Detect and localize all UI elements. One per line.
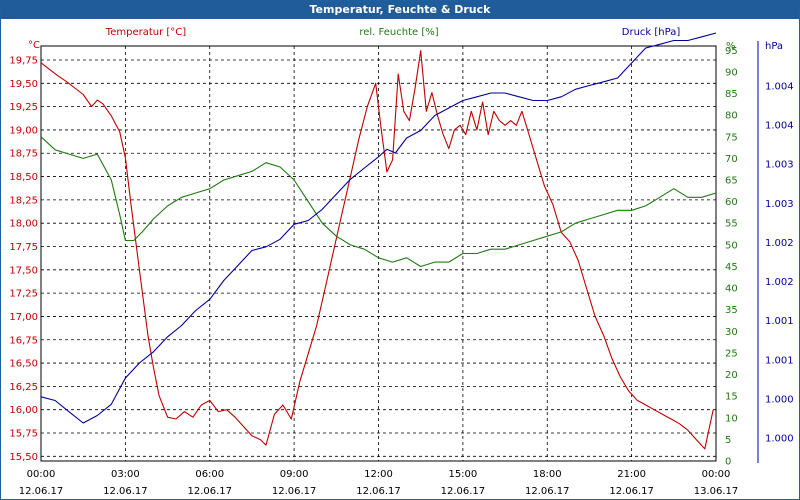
humidity-tick: 45 [725, 262, 738, 273]
humidity-tick: 5 [725, 435, 731, 446]
x-tick-date: 12.06.17 [187, 486, 232, 497]
pressure-tick: 1.001 [765, 355, 794, 366]
humidity-tick: 15 [725, 392, 738, 403]
x-tick-time: 12:00 [364, 469, 393, 480]
pressure-series-line [40, 32, 717, 424]
humidity-tick: 50 [725, 240, 738, 251]
plot-area [40, 45, 717, 462]
humidity-tick: 80 [725, 111, 738, 122]
humidity-tick: 60 [725, 197, 738, 208]
temperature-tick: 17,75 [9, 242, 38, 253]
x-tick-date: 13.06.17 [694, 486, 739, 497]
humidity-tick: 10 [725, 413, 738, 424]
x-tick-date: 12.06.17 [356, 486, 401, 497]
x-tick-time: 00:00 [702, 469, 731, 480]
x-tick-date: 12.06.17 [525, 486, 570, 497]
temperature-tick: 17,00 [9, 312, 38, 323]
temperature-tick: 18,25 [9, 195, 38, 206]
x-tick-date: 12.06.17 [103, 486, 148, 497]
pressure-tick: 1.003 [765, 160, 794, 171]
humidity-tick: 55 [725, 219, 738, 230]
x-tick-time: 21:00 [617, 469, 646, 480]
humidity-series-line [40, 136, 717, 268]
humidity-tick: 30 [725, 327, 738, 338]
temperature-tick: 18,00 [9, 219, 38, 230]
temperature-series-line [40, 50, 714, 450]
temperature-tick: 16,50 [9, 359, 38, 370]
x-tick-time: 00:00 [27, 469, 56, 480]
humidity-tick: 35 [725, 305, 738, 316]
x-tick-time: 15:00 [448, 469, 477, 480]
pressure-tick: 1.000 [765, 434, 794, 445]
humidity-tick: 25 [725, 348, 738, 359]
pressure-tick: 1.003 [765, 199, 794, 210]
humidity-tick: 90 [725, 67, 738, 78]
temperature-tick: 17,25 [9, 289, 38, 300]
humidity-tick: 0 [725, 457, 731, 468]
temperature-unit: °C [28, 40, 40, 51]
x-tick-time: 18:00 [533, 469, 562, 480]
pressure-tick: 1.004 [765, 121, 794, 132]
temperature-tick: 17,50 [9, 265, 38, 276]
humidity-tick: 70 [725, 154, 738, 165]
pressure-unit: hPa [765, 41, 783, 52]
pressure-tick: 1.002 [765, 277, 794, 288]
x-tick-time: 09:00 [280, 469, 309, 480]
pressure-axis-label: Druck [hPa] [622, 27, 681, 38]
x-tick-time: 03:00 [111, 469, 140, 480]
x-tick-date: 12.06.17 [609, 486, 654, 497]
pressure-tick: 1.002 [765, 238, 794, 249]
temperature-axis-label: Temperatur [°C] [105, 27, 186, 38]
pressure-tick: 1.004 [765, 82, 794, 93]
humidity-tick: 75 [725, 132, 738, 143]
humidity-tick: 85 [725, 89, 738, 100]
tick-labels: 19,75 19,50 19,25 19,00 18,75 18,50 18,25 18,00… [9, 46, 793, 497]
temperature-tick: 16,00 [9, 405, 38, 416]
chart-title: Temperatur, Feuchte & Druck [1, 1, 799, 19]
x-tick-date: 12.06.17 [19, 486, 64, 497]
temperature-tick: 15,75 [9, 429, 38, 440]
temperature-tick: 19,00 [9, 125, 38, 136]
temperature-tick: 19,50 [9, 79, 38, 90]
temperature-tick: 19,25 [9, 102, 38, 113]
humidity-tick: 65 [725, 176, 738, 187]
pressure-tick: 1.000 [765, 394, 794, 405]
x-tick-time: 06:00 [195, 469, 224, 480]
series-lines [40, 32, 717, 450]
humidity-unit: % [726, 41, 736, 52]
humidity-tick: 40 [725, 284, 738, 295]
humidity-axis-label: rel. Feuchte [%] [359, 27, 438, 38]
humidity-tick: 20 [725, 370, 738, 381]
temperature-tick: 15,50 [9, 452, 38, 463]
x-tick-date: 12.06.17 [272, 486, 317, 497]
humidity-tick: 95 [725, 46, 738, 57]
temperature-tick: 19,75 [9, 55, 38, 66]
temperature-tick: 18,50 [9, 172, 38, 183]
temperature-tick: 16,25 [9, 382, 38, 393]
pressure-tick: 1.001 [765, 316, 794, 327]
temperature-tick: 16,75 [9, 335, 38, 346]
temperature-tick: 18,75 [9, 149, 38, 160]
x-tick-date: 12.06.17 [441, 486, 486, 497]
